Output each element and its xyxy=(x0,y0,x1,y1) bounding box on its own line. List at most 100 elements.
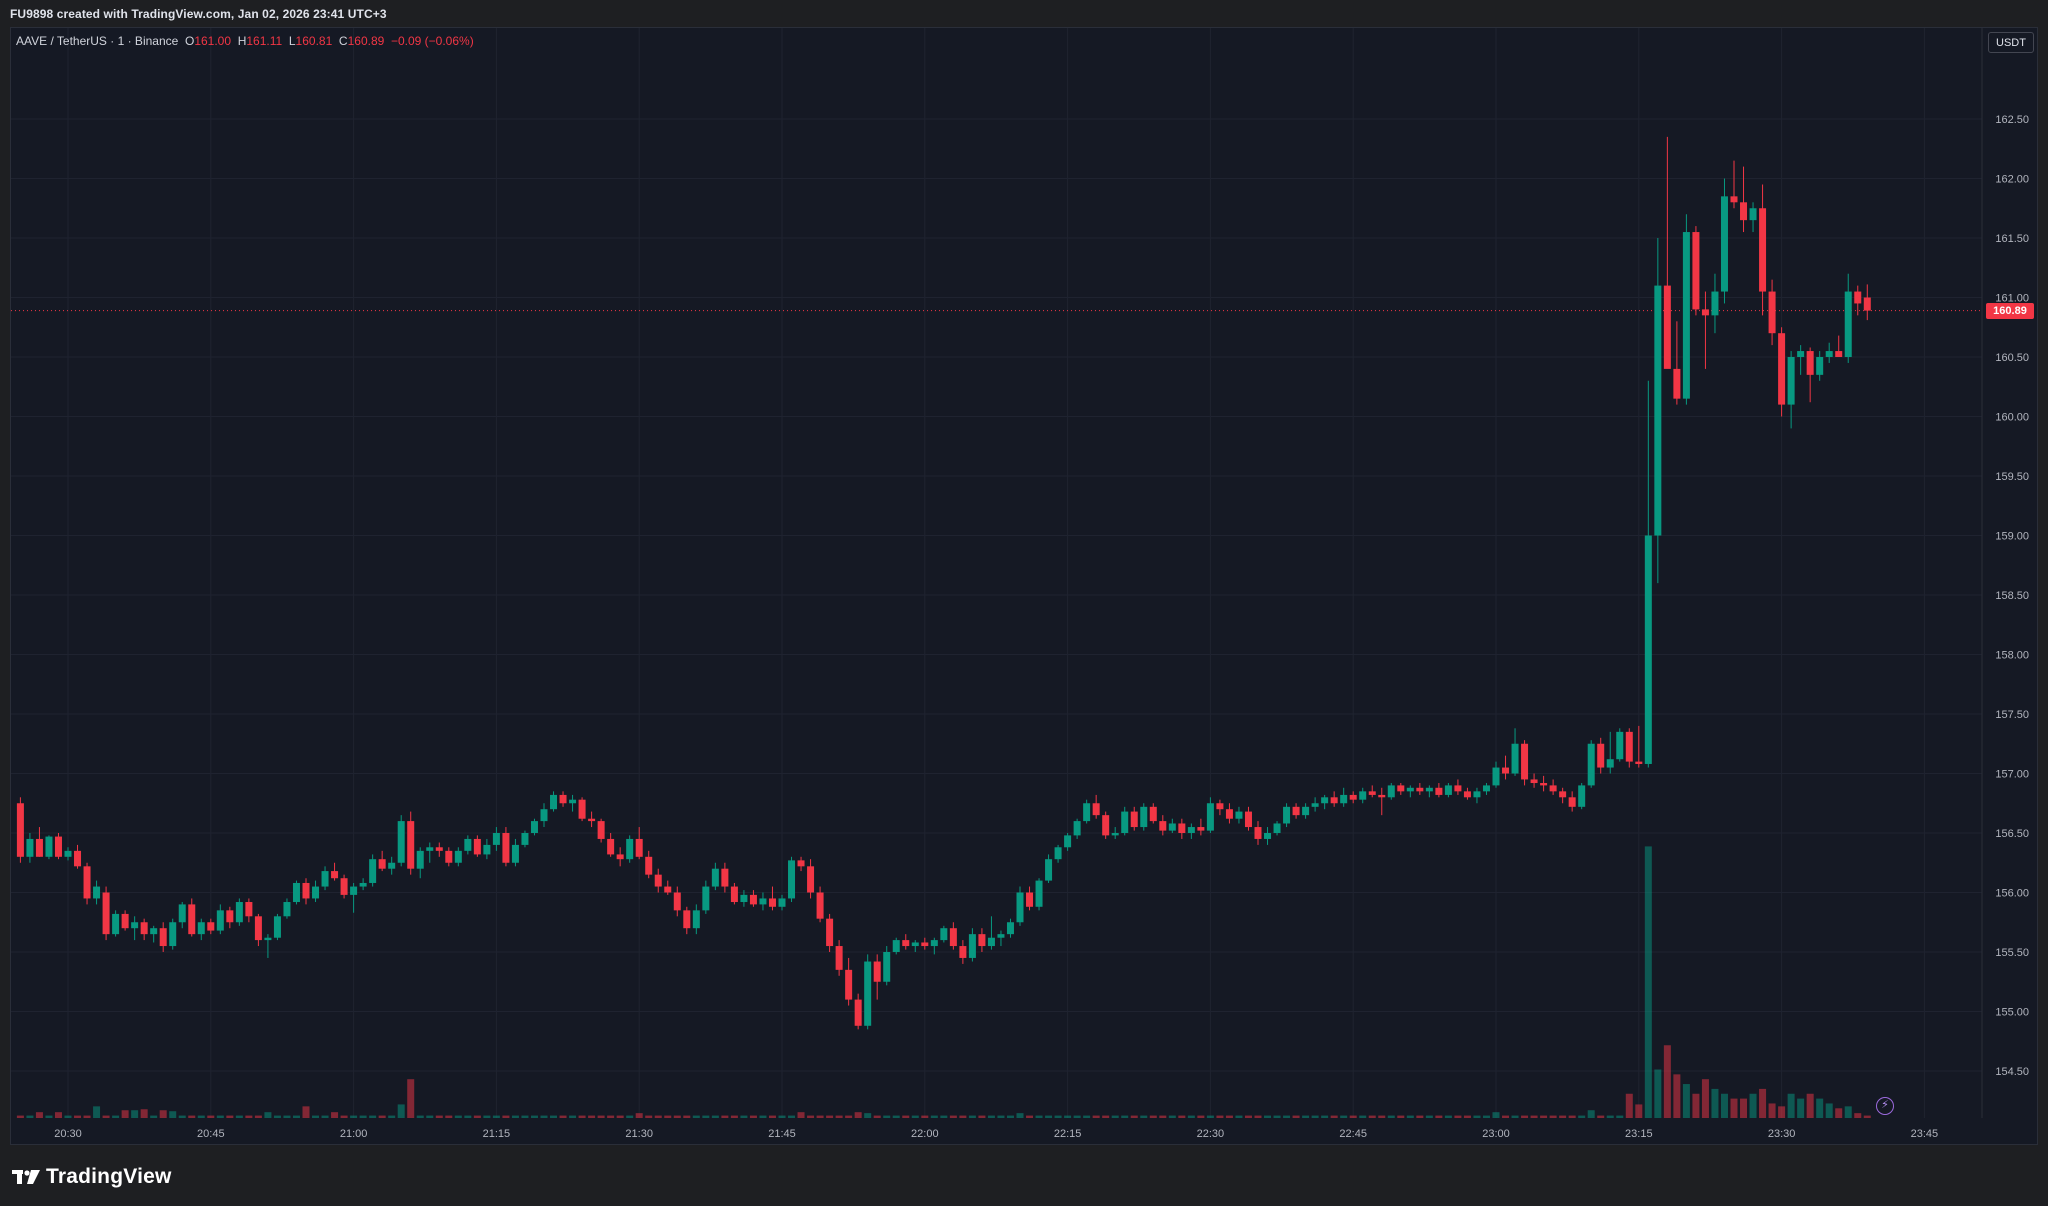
volume-bar xyxy=(1797,1098,1805,1118)
candle xyxy=(1197,818,1205,836)
volume-bar xyxy=(454,1115,462,1118)
candle xyxy=(1682,214,1690,405)
candle-body xyxy=(902,940,910,947)
change-value: −0.09 (−0.06%) xyxy=(390,34,474,48)
volume-bar xyxy=(1568,1115,1576,1118)
volume-bar xyxy=(1473,1115,1481,1118)
volume-bar xyxy=(902,1115,910,1118)
candle-body xyxy=(1121,811,1129,833)
candle-body xyxy=(730,886,738,903)
candle xyxy=(1549,779,1557,795)
candle xyxy=(1768,279,1776,346)
tradingview-logo[interactable]: TradingView xyxy=(12,1165,172,1189)
volume-bar xyxy=(1778,1106,1786,1118)
candle xyxy=(711,862,719,891)
candle-body xyxy=(664,886,672,893)
candle xyxy=(1387,783,1395,800)
volume-bar xyxy=(807,1115,815,1118)
candle xyxy=(254,913,262,947)
candle xyxy=(854,993,862,1030)
candle xyxy=(1597,737,1605,774)
volume-bar xyxy=(254,1115,262,1118)
candle-body xyxy=(616,854,624,860)
candle xyxy=(1825,342,1833,363)
volume-bar xyxy=(492,1115,500,1118)
candle-body xyxy=(1149,806,1157,822)
price-axis[interactable]: 154.50 155.00 155.50 156.00 156.50 157.00 157.… xyxy=(1995,114,2029,1078)
time-axis[interactable]: 20:30 20:45 21:00 21:15 21:30 21:45 22:00 22:15… xyxy=(54,1128,1938,1140)
close-label: C xyxy=(338,34,348,48)
candle xyxy=(1292,803,1300,819)
volume-bar xyxy=(845,1115,853,1118)
candle xyxy=(1444,783,1452,798)
candle-body xyxy=(968,934,976,958)
candle xyxy=(949,922,957,950)
chart-panel[interactable] xyxy=(10,27,2038,1145)
volume-bar xyxy=(959,1115,967,1118)
lightning-icon[interactable]: ⚡ xyxy=(1876,1097,1894,1115)
candle xyxy=(597,818,605,843)
candle xyxy=(1463,787,1471,800)
volume-bar xyxy=(1787,1093,1795,1118)
volume-bar xyxy=(683,1115,691,1118)
candle xyxy=(16,797,24,863)
volume-bar xyxy=(483,1115,491,1118)
volume-bar xyxy=(1016,1113,1024,1118)
candle-body xyxy=(1111,833,1119,836)
candle-body xyxy=(797,860,805,867)
low-value: 160.81 xyxy=(295,34,333,48)
candle xyxy=(1083,799,1091,824)
price-tick-label: 156.00 xyxy=(1995,888,2029,900)
candle xyxy=(1787,351,1795,429)
candle xyxy=(1454,779,1462,795)
candle xyxy=(235,898,243,926)
volume-bar xyxy=(873,1115,881,1118)
candle xyxy=(1778,327,1786,417)
candle-body xyxy=(74,850,82,867)
volume-bar xyxy=(1092,1115,1100,1118)
candle xyxy=(483,838,491,860)
candle xyxy=(778,894,786,911)
candle-body xyxy=(1749,208,1757,221)
candle xyxy=(1273,821,1281,836)
candle xyxy=(1540,775,1548,792)
candle xyxy=(454,847,462,867)
candle xyxy=(226,906,234,929)
candle-body xyxy=(1854,291,1862,304)
symbol-label[interactable]: AAVE / TetherUS · 1 · Binance xyxy=(16,34,179,48)
volume-bar xyxy=(1692,1093,1700,1118)
price-tick-label: 162.00 xyxy=(1995,174,2029,186)
volume-bar xyxy=(1559,1115,1567,1118)
volume-bar xyxy=(730,1115,738,1118)
candle xyxy=(1711,273,1719,334)
candle-body xyxy=(1587,743,1595,786)
time-tick-label: 22:30 xyxy=(1197,1128,1225,1140)
volume-bar xyxy=(626,1115,634,1118)
candle xyxy=(1701,291,1709,369)
candle xyxy=(264,934,272,958)
time-tick-label: 22:15 xyxy=(1054,1128,1082,1140)
candle-body xyxy=(1102,815,1110,836)
candle-body xyxy=(435,847,443,851)
candle-body xyxy=(102,892,110,935)
candle xyxy=(1559,787,1567,804)
volume-bar xyxy=(1311,1115,1319,1118)
candle xyxy=(1264,827,1272,845)
candle xyxy=(987,916,995,950)
candle xyxy=(921,937,929,950)
candles[interactable] xyxy=(16,136,1871,1030)
candle-body xyxy=(1768,291,1776,334)
candle-body xyxy=(1387,785,1395,798)
candle-body xyxy=(559,794,567,804)
candle-body xyxy=(911,942,919,947)
volume-bar xyxy=(797,1112,805,1118)
volume-bar xyxy=(997,1115,1005,1118)
currency-button[interactable]: USDT xyxy=(1988,32,2034,53)
candle-body xyxy=(511,844,519,863)
volume-bar xyxy=(1349,1115,1357,1118)
volume-bar xyxy=(1502,1115,1510,1118)
candle-body xyxy=(64,850,72,857)
candle-body xyxy=(1130,811,1138,828)
candle xyxy=(511,838,519,867)
